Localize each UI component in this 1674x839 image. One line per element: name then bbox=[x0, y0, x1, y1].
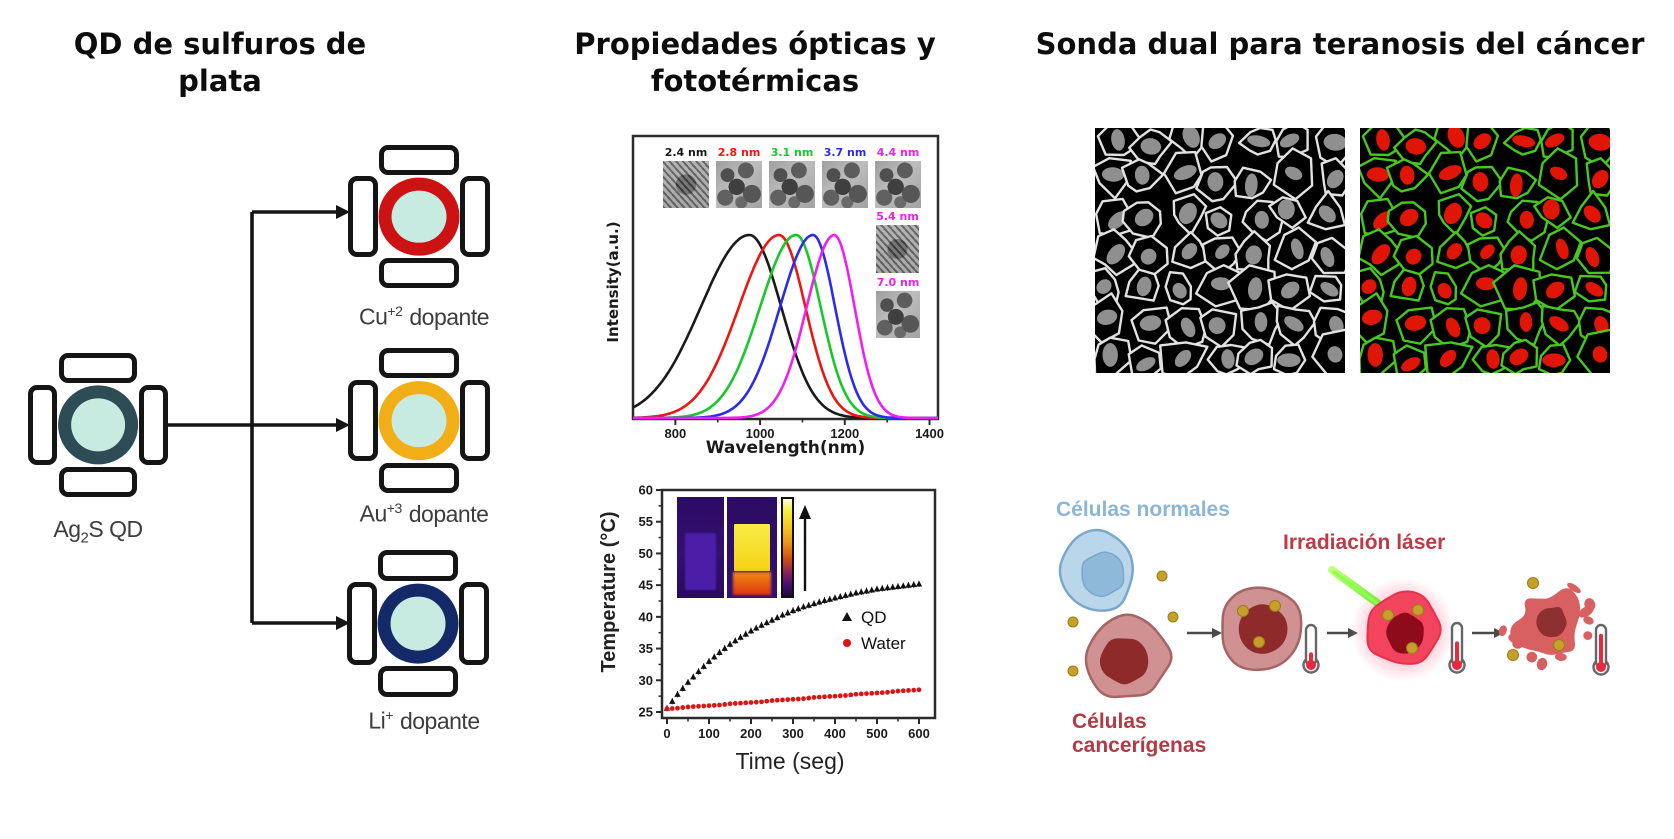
svg-text:50: 50 bbox=[639, 546, 653, 561]
tem-inset-6: 5.4 nm bbox=[876, 210, 919, 273]
ligand-shape bbox=[58, 466, 138, 497]
svg-text:500: 500 bbox=[866, 726, 888, 741]
ligand-shape bbox=[379, 257, 459, 288]
qd-core bbox=[378, 177, 460, 256]
svg-text:40: 40 bbox=[639, 609, 653, 624]
svg-text:60: 60 bbox=[639, 482, 653, 497]
branch-arrows bbox=[168, 205, 350, 630]
tem-image bbox=[769, 161, 815, 208]
ligand-shape bbox=[58, 353, 138, 384]
tem-inset-5: 4.4 nm bbox=[875, 146, 921, 208]
tem-size-label: 3.7 nm bbox=[823, 146, 867, 159]
tem-image bbox=[663, 161, 709, 208]
tem-size-label: 4.4 nm bbox=[876, 146, 920, 159]
ligand-shape bbox=[379, 462, 459, 493]
microscopy-image-fluorescence bbox=[1360, 128, 1610, 373]
svg-text:35: 35 bbox=[639, 641, 653, 656]
ligand-shape bbox=[378, 666, 458, 697]
qd-core bbox=[378, 380, 460, 461]
svg-text:1400: 1400 bbox=[915, 426, 944, 441]
ligand-shape bbox=[348, 176, 378, 257]
tem-inset-2: 2.8 nm bbox=[716, 146, 762, 208]
ligand-shape bbox=[138, 384, 168, 466]
base-qd-label: Ag2S QD bbox=[53, 516, 143, 547]
spectra-ylabel: Intensity(a.u.) bbox=[604, 221, 622, 343]
svg-text:1200: 1200 bbox=[830, 426, 859, 441]
tem-image bbox=[875, 161, 921, 208]
svg-text:QD: QD bbox=[861, 608, 887, 627]
ligand-shape bbox=[459, 582, 489, 665]
arrowhead-icon bbox=[336, 616, 350, 630]
li-dopant-label: Li+ dopante bbox=[368, 707, 480, 734]
right-panel-title: Sonda dual para teranosis del cáncer bbox=[1035, 27, 1645, 61]
svg-text:100: 100 bbox=[698, 726, 720, 741]
qd-diagram-li-doped bbox=[347, 550, 489, 697]
cancer-cells-label: Células cancerígenas bbox=[1072, 710, 1207, 757]
tem-inset-3: 3.1 nm bbox=[769, 146, 815, 208]
emission-spectra-chart: 800 1000 1200 1400 2.4 nm 2.8 nm 3.1 nm 3.7… bbox=[585, 126, 945, 456]
tem-size-label: 2.8 nm bbox=[717, 146, 761, 159]
tem-inset-7: 7.0 nm bbox=[876, 276, 920, 338]
svg-text:0: 0 bbox=[663, 726, 670, 741]
theranostics-cell-diagram bbox=[1058, 528, 1610, 699]
cu-dopant-label: Cu+2 dopante bbox=[358, 303, 490, 330]
thermal-image-water bbox=[677, 497, 724, 598]
ligand-shape bbox=[347, 582, 377, 665]
tem-size-label: 5.4 nm bbox=[876, 210, 919, 223]
tem-inset-1: 2.4 nm bbox=[663, 146, 709, 208]
tem-image bbox=[716, 161, 762, 208]
tem-image bbox=[822, 161, 868, 208]
middle-panel-title: Propiedades ópticas y fototérmicas bbox=[574, 27, 936, 98]
ligand-shape bbox=[460, 379, 490, 462]
ligand-shape bbox=[28, 384, 58, 466]
tem-image bbox=[876, 225, 919, 273]
au-dopant-label: Au+3 dopante bbox=[359, 500, 489, 527]
qd-diagram-cu-doped bbox=[348, 145, 490, 288]
qd-diagram-au-doped bbox=[348, 348, 490, 493]
svg-text:45: 45 bbox=[639, 578, 653, 593]
tem-size-label: 7.0 nm bbox=[876, 276, 920, 289]
svg-text:Water: Water bbox=[861, 634, 906, 653]
colorbar-up-arrow-icon bbox=[799, 505, 811, 591]
normal-cells-label: Células normales bbox=[1056, 498, 1230, 521]
ligand-shape bbox=[348, 379, 378, 462]
svg-text:800: 800 bbox=[665, 426, 687, 441]
spectra-xlabel: Wavelength(nm) bbox=[705, 438, 866, 458]
qd-core bbox=[58, 385, 138, 465]
ligand-shape bbox=[379, 348, 459, 379]
ligand-shape bbox=[379, 145, 459, 176]
temperature-ylabel: Temperature (°C) bbox=[598, 511, 620, 673]
svg-text:600: 600 bbox=[908, 726, 930, 741]
svg-text:25: 25 bbox=[639, 705, 653, 720]
temperature-xlabel: Time (seg) bbox=[735, 748, 845, 774]
left-panel-title: QD de sulfuros de plata bbox=[73, 27, 367, 98]
tem-inset-4: 3.7 nm bbox=[822, 146, 868, 208]
svg-text:30: 30 bbox=[639, 673, 653, 688]
svg-text:300: 300 bbox=[782, 726, 804, 741]
ligand-shape bbox=[378, 550, 458, 581]
svg-text:1000: 1000 bbox=[746, 426, 775, 441]
arrowhead-icon bbox=[336, 418, 350, 432]
ligand-shape bbox=[460, 176, 490, 257]
svg-text:200: 200 bbox=[740, 726, 762, 741]
svg-text:55: 55 bbox=[639, 514, 653, 529]
qd-diagram-base bbox=[28, 353, 168, 497]
photothermal-chart: 25 30 35 40 45 50 55 60 0 100 200 300 400 500 600 QD Wat… bbox=[575, 455, 975, 750]
microscopy-image-grayscale bbox=[1095, 128, 1345, 373]
thermal-colorbar bbox=[781, 497, 794, 598]
svg-text:400: 400 bbox=[824, 726, 846, 741]
tem-image bbox=[876, 291, 920, 338]
thermal-image-qd bbox=[727, 497, 777, 598]
tem-size-label: 3.1 nm bbox=[770, 146, 814, 159]
laser-irradiation-label: Irradiación láser bbox=[1283, 531, 1446, 554]
arrowhead-icon bbox=[336, 205, 350, 219]
tem-size-label: 2.4 nm bbox=[664, 146, 708, 159]
qd-core bbox=[377, 583, 459, 664]
spectra-plot: 800 1000 1200 1400 bbox=[631, 134, 944, 441]
